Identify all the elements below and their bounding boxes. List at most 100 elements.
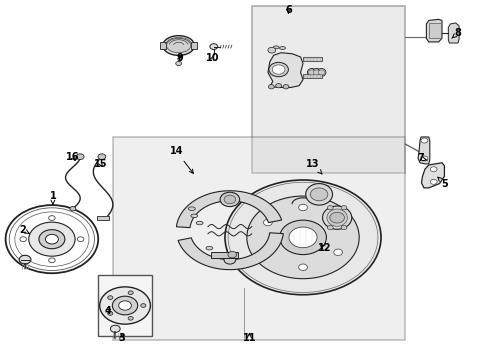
Circle shape	[112, 296, 138, 315]
Polygon shape	[421, 163, 444, 188]
Circle shape	[298, 204, 307, 211]
Circle shape	[298, 264, 307, 270]
Circle shape	[128, 291, 133, 294]
Ellipse shape	[205, 246, 212, 250]
Bar	[303, 74, 321, 78]
Text: 9: 9	[176, 53, 183, 63]
Ellipse shape	[163, 36, 194, 55]
Circle shape	[420, 138, 427, 143]
Circle shape	[310, 188, 327, 201]
Text: 3: 3	[118, 333, 125, 343]
Bar	[303, 57, 321, 60]
Circle shape	[224, 195, 235, 204]
Circle shape	[39, 230, 65, 249]
Polygon shape	[447, 23, 458, 43]
Circle shape	[263, 249, 272, 256]
Polygon shape	[417, 137, 429, 164]
Circle shape	[209, 44, 217, 49]
Bar	[428, 23, 441, 38]
Text: 6: 6	[285, 5, 291, 15]
Circle shape	[77, 237, 83, 242]
Circle shape	[272, 65, 285, 74]
Text: 2: 2	[20, 225, 29, 235]
Circle shape	[98, 154, 105, 159]
Circle shape	[420, 156, 427, 161]
Circle shape	[128, 316, 133, 320]
Text: 4: 4	[104, 306, 111, 316]
Circle shape	[19, 255, 31, 264]
Circle shape	[70, 207, 76, 211]
Ellipse shape	[279, 46, 285, 49]
Circle shape	[224, 256, 235, 264]
Circle shape	[100, 287, 150, 324]
Ellipse shape	[312, 68, 321, 76]
Circle shape	[263, 219, 272, 226]
Bar	[211, 252, 238, 257]
Text: 16: 16	[66, 152, 80, 162]
Text: 1: 1	[49, 191, 56, 204]
Ellipse shape	[188, 207, 195, 211]
Circle shape	[48, 258, 55, 263]
Circle shape	[313, 70, 320, 75]
Ellipse shape	[305, 184, 332, 205]
Circle shape	[327, 206, 332, 210]
Bar	[113, 137, 405, 339]
Circle shape	[333, 219, 342, 226]
Ellipse shape	[166, 39, 190, 53]
Text: 5: 5	[437, 177, 447, 189]
Circle shape	[333, 249, 342, 256]
Circle shape	[340, 206, 346, 210]
Circle shape	[288, 227, 316, 248]
Circle shape	[48, 216, 55, 220]
Text: 8: 8	[451, 28, 461, 38]
Text: 13: 13	[305, 159, 321, 174]
Circle shape	[141, 303, 145, 307]
Polygon shape	[267, 53, 303, 87]
Text: 14: 14	[169, 146, 193, 174]
Ellipse shape	[190, 214, 197, 218]
Circle shape	[227, 251, 236, 258]
Circle shape	[107, 311, 113, 315]
Circle shape	[5, 205, 98, 273]
Polygon shape	[176, 191, 281, 228]
Circle shape	[246, 196, 359, 279]
Ellipse shape	[317, 68, 325, 76]
Circle shape	[275, 84, 281, 88]
Circle shape	[20, 237, 26, 242]
Circle shape	[45, 234, 58, 244]
Circle shape	[267, 47, 275, 53]
Text: 11: 11	[242, 333, 256, 343]
Circle shape	[429, 179, 436, 184]
Circle shape	[327, 225, 332, 230]
Text: 15: 15	[94, 159, 107, 169]
Circle shape	[29, 222, 75, 256]
Circle shape	[329, 212, 344, 223]
Bar	[251, 6, 405, 173]
Circle shape	[318, 70, 325, 75]
Polygon shape	[426, 19, 441, 42]
Ellipse shape	[322, 206, 351, 229]
Bar	[190, 42, 196, 49]
Circle shape	[220, 192, 239, 207]
Ellipse shape	[307, 68, 316, 76]
Circle shape	[110, 325, 120, 332]
Circle shape	[429, 167, 436, 172]
Circle shape	[279, 220, 326, 255]
Text: 7: 7	[417, 153, 427, 163]
Circle shape	[175, 61, 181, 66]
Text: 10: 10	[205, 53, 219, 63]
Polygon shape	[178, 233, 283, 270]
Circle shape	[224, 180, 380, 295]
Bar	[98, 275, 152, 336]
Ellipse shape	[326, 209, 346, 226]
Circle shape	[308, 70, 315, 75]
Circle shape	[268, 62, 288, 77]
Ellipse shape	[196, 221, 203, 225]
Circle shape	[119, 301, 131, 310]
Circle shape	[340, 225, 346, 230]
Ellipse shape	[273, 46, 279, 49]
Bar	[160, 42, 165, 49]
Circle shape	[283, 85, 288, 89]
Circle shape	[107, 296, 113, 300]
Text: 12: 12	[318, 243, 331, 253]
